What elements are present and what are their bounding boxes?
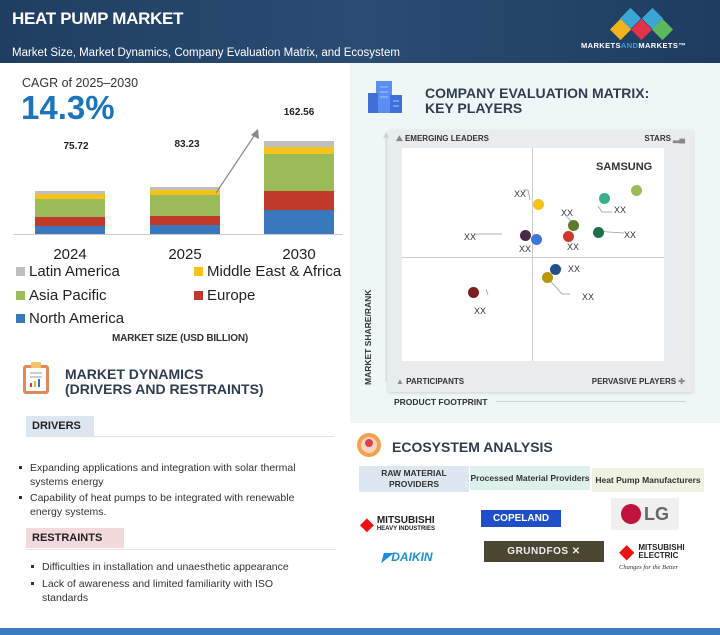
buildings-icon: [368, 81, 402, 113]
marketsandmarkets-logo: MARKETSANDMARKETS™: [581, 7, 695, 52]
header-banner: HEAT PUMP MARKET Market Size, Market Dyn…: [0, 0, 720, 63]
page-title: HEAT PUMP MARKET: [12, 9, 184, 28]
company-label: XX: [519, 244, 532, 254]
x-axis-arrow: [496, 401, 686, 402]
company-dot[interactable]: [550, 264, 561, 275]
page-subtitle: Market Size, Market Dynamics, Company Ev…: [12, 47, 400, 59]
company-dot[interactable]: [520, 230, 531, 241]
company-label: XX: [624, 230, 637, 240]
x-label-2024: 2024: [53, 246, 87, 263]
eco-column-raw: RAW MATERIAL PROVIDERS: [359, 466, 469, 492]
y-axis-arrow: [383, 132, 389, 382]
bar-total-2024: 75.72: [63, 141, 89, 152]
legend-latin-america: Latin America: [16, 263, 120, 280]
quadrant-participants: ▲ PARTICIPANTS: [396, 377, 465, 386]
company-label: XX: [514, 189, 527, 199]
logo-lg: LG: [611, 498, 679, 530]
evaluation-matrix: ⛰ EMERGING LEADERS STARS ▂▄ ▲ PARTICIPAN…: [388, 130, 693, 392]
x-axis-line: [13, 234, 343, 235]
market-size-panel: CAGR of 2025–2030 14.3% 75.72 83.23 162.…: [0, 63, 350, 628]
axis-title: MARKET SIZE (USD BILLION): [111, 333, 249, 344]
company-dot[interactable]: [599, 193, 610, 204]
x-label-2030: 2030: [282, 246, 316, 263]
company-dot[interactable]: [631, 185, 642, 196]
driver-item: Capability of heat pumps to be integrate…: [18, 492, 295, 518]
growth-arrow-icon: [215, 129, 259, 194]
eco-column-processed: Processed Material Providers: [470, 466, 590, 490]
drivers-tag: DRIVERS: [26, 416, 94, 436]
company-label: XX: [561, 208, 574, 218]
y-axis-label: MARKET SHARE/RANK: [363, 289, 373, 385]
restraints-tag: RESTRAINTS: [26, 528, 124, 548]
x-axis-label: PRODUCT FOOTPRINT: [394, 397, 488, 407]
company-dot[interactable]: [533, 199, 544, 210]
matrix-title: COMPANY EVALUATION MATRIX: KEY PLAYERS: [425, 85, 650, 116]
bar-total-2030: 162.56: [283, 107, 315, 118]
x-label-2025: 2025: [168, 246, 202, 263]
legend-asia-pacific: Asia Pacific: [16, 287, 107, 304]
legend-europe: Europe: [194, 287, 255, 304]
company-dot[interactable]: [593, 227, 604, 238]
clipboard-chart-icon: [23, 362, 49, 394]
company-label: XX: [464, 232, 477, 242]
quadrant-pervasive-players: PERVASIVE PLAYERS ✚: [591, 377, 685, 386]
restraint-item: Difficulties in installation and unaesth…: [31, 561, 289, 573]
logo-mitsubishi-heavy: ◆ MITSUBISHI HEAVY INDUSTRIES: [360, 514, 435, 534]
matrix-plot-area: SAMSUNG XX XX XX XX XX XX XX XX XX XX: [402, 148, 664, 361]
company-label: XX: [582, 292, 595, 302]
legend-mea: Middle East & Africa: [194, 263, 341, 280]
company-label: XX: [614, 205, 627, 215]
eco-column-manufacturers: Heat Pump Manufacturers: [592, 468, 704, 492]
logo-grundfos: GRUNDFOS ✕: [484, 541, 604, 562]
ecosystem-title: ECOSYSTEM ANALYSIS: [392, 439, 553, 455]
restraint-item: Lack of awareness and limited familiarit…: [30, 578, 274, 604]
company-label: XX: [474, 306, 487, 316]
quadrant-stars: STARS ▂▄: [644, 134, 685, 143]
quadrant-emerging-leaders: ⛰ EMERGING LEADERS: [396, 134, 489, 143]
company-dot[interactable]: [563, 231, 574, 242]
samsung-label: SAMSUNG: [596, 161, 653, 173]
driver-item: Expanding applications and integration w…: [19, 462, 296, 488]
leader-lines: [474, 189, 625, 296]
cagr-value: 14.3%: [21, 89, 115, 126]
company-dot[interactable]: [531, 234, 542, 245]
logo-mitsubishi-electric: ◆ MITSUBISHI ELECTRIC Changes for the Bett…: [619, 541, 685, 571]
company-dot[interactable]: [568, 220, 579, 231]
logo-copeland: COPELAND: [481, 510, 561, 527]
bar-2030: [264, 141, 334, 234]
bar-total-2025: 83.23: [174, 139, 200, 150]
company-label: XX: [568, 264, 581, 274]
company-label: XX: [567, 242, 580, 252]
cagr-label: CAGR of 2025–2030: [22, 76, 139, 90]
dynamics-title: MARKET DYNAMICS (DRIVERS AND RESTRAINTS): [65, 366, 264, 397]
company-dot[interactable]: [542, 272, 553, 283]
legend-north-america: North America: [16, 310, 124, 327]
footer-bar: [0, 628, 720, 635]
divider: [26, 436, 334, 437]
bar-2024: [35, 191, 105, 234]
divider: [26, 549, 336, 550]
company-dot[interactable]: [468, 287, 479, 298]
logo-daikin: ◤DAIKIN: [382, 550, 433, 564]
bar-2025: [150, 187, 220, 234]
ecosystem-icon: [357, 433, 381, 457]
